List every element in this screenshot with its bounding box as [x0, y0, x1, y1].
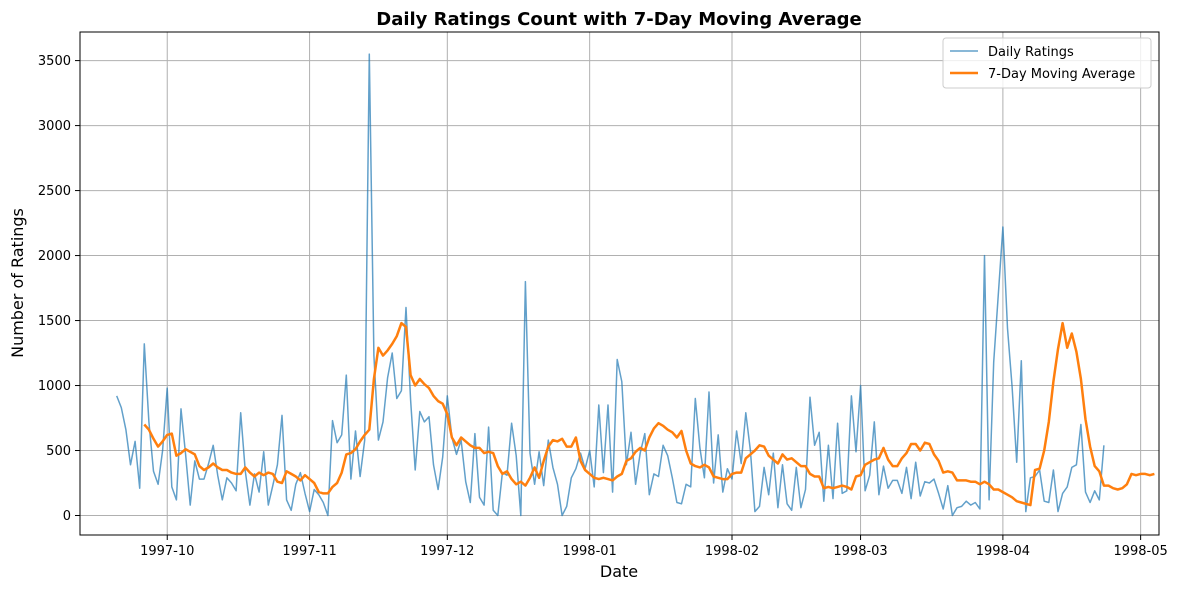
y-tick-label: 2000 [38, 249, 71, 264]
chart-title: Daily Ratings Count with 7-Day Moving Av… [376, 9, 861, 30]
y-tick-label: 3500 [38, 54, 71, 69]
legend-label-moving-average: 7-Day Moving Average [988, 67, 1135, 82]
daily-ratings-line [116, 53, 1105, 517]
y-tick-label: 1500 [38, 314, 71, 329]
y-tick-label: 3000 [38, 119, 71, 134]
legend-label-daily-ratings: Daily Ratings [988, 45, 1074, 60]
moving-average-line [143, 321, 1155, 507]
y-axis-label: Number of Ratings [8, 208, 27, 358]
x-tick-label: 1997-12 [420, 544, 474, 559]
y-tick-label: 2500 [38, 184, 71, 199]
y-tick-label: 0 [63, 509, 71, 524]
x-tick-label: 1997-11 [282, 544, 336, 559]
legend-box [942, 37, 1152, 89]
x-tick-label: 1998-01 [562, 544, 616, 559]
plot-frame [79, 31, 1160, 536]
grid [80, 32, 1159, 535]
y-tick-label: 500 [46, 444, 71, 459]
legend: Daily Ratings 7-Day Moving Average [942, 37, 1152, 89]
x-tick-label: 1998-05 [1113, 544, 1167, 559]
plot-lines [116, 53, 1155, 517]
y-tick-label: 1000 [38, 379, 71, 394]
x-tick-label: 1997-10 [140, 544, 194, 559]
x-tick-label: 1998-04 [976, 544, 1030, 559]
y-axis: 0 500 1000 1500 2000 2500 3000 3500 [38, 54, 80, 524]
x-axis-label: Date [600, 562, 638, 581]
x-tick-label: 1998-03 [833, 544, 887, 559]
x-axis: 1997-10 1997-11 1997-12 1998-01 1998-02 1998-… [140, 535, 1168, 559]
x-tick-label: 1998-02 [705, 544, 759, 559]
